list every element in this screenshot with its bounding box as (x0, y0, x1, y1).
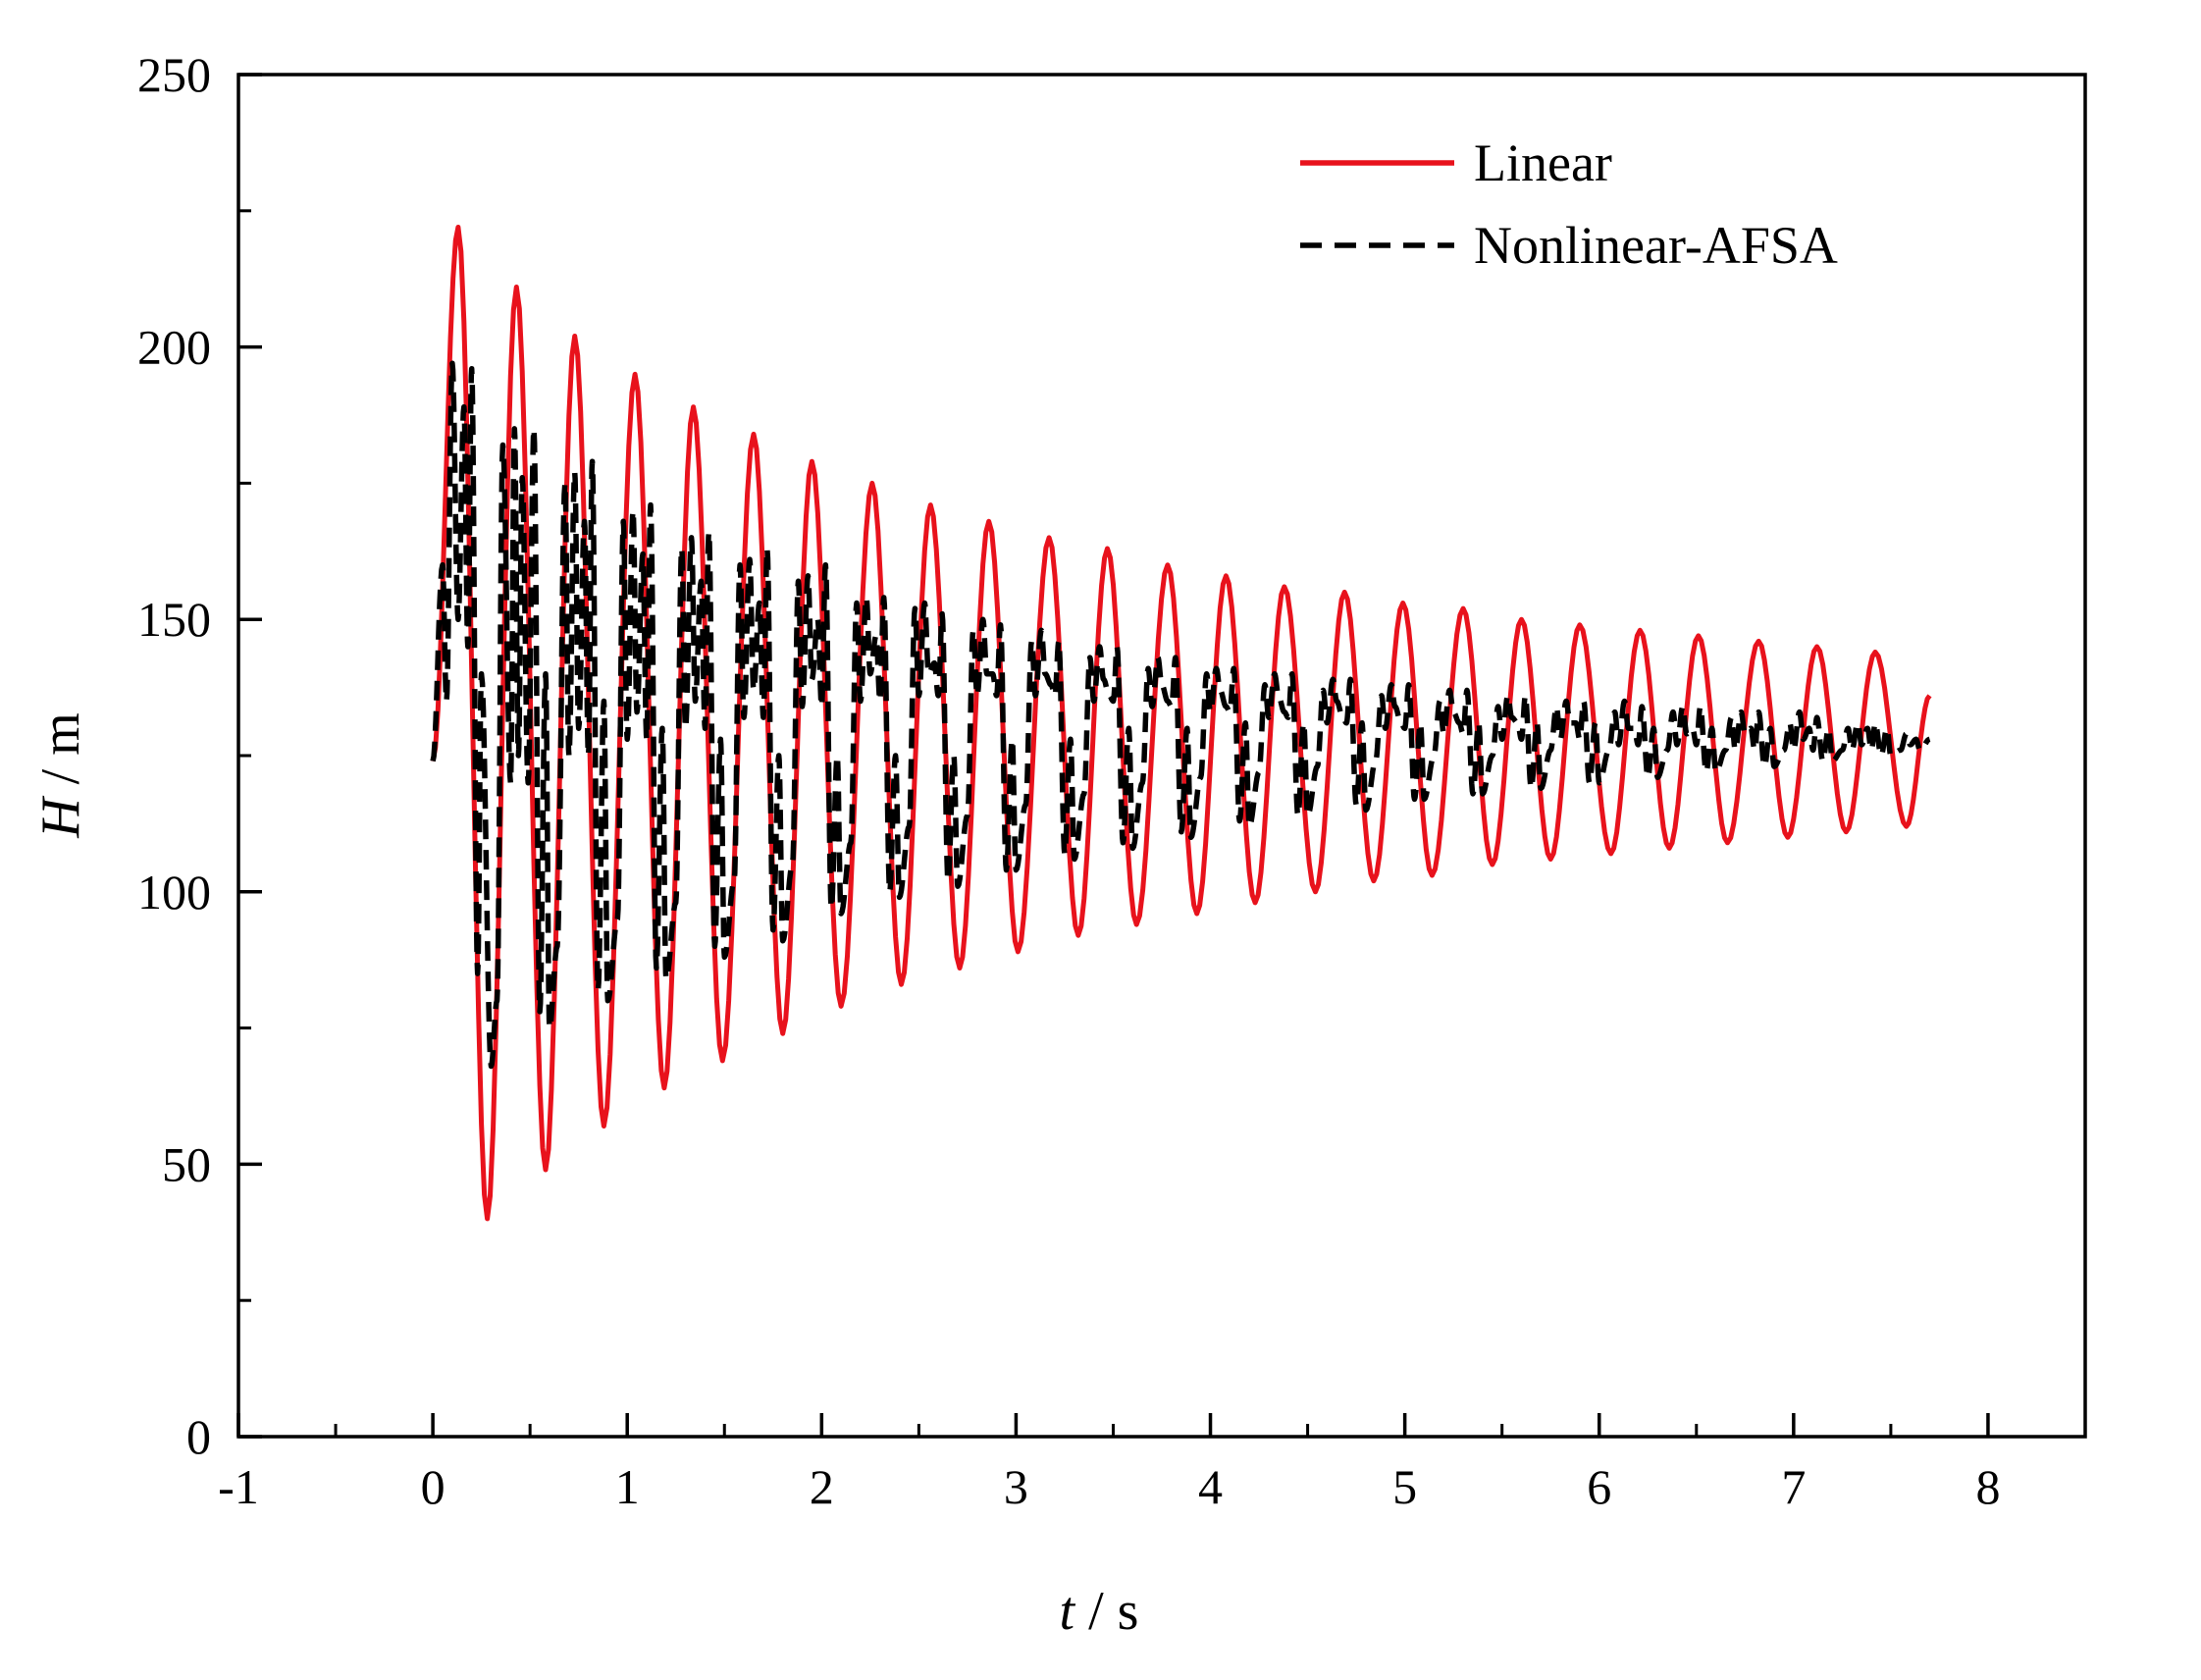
y-axis-variable: H (30, 796, 91, 839)
legend: Linear Nonlinear-AFSA (1300, 133, 1838, 275)
legend-label-nonlinear-afsa: Nonlinear-AFSA (1474, 216, 1838, 275)
y-tick-label: 100 (137, 865, 211, 919)
x-tick-label: 7 (1781, 1459, 1806, 1514)
y-tick-label: 50 (162, 1136, 211, 1191)
x-axis: -1 0 1 2 3 4 5 6 7 8 (218, 1413, 2000, 1514)
y-tick-label: 200 (137, 320, 211, 375)
y-tick-label: 0 (186, 1409, 211, 1464)
x-tick-label: 3 (1004, 1459, 1028, 1514)
y-axis: 0 50 100 150 200 250 (137, 47, 262, 1464)
y-axis-unit: / m (30, 712, 91, 798)
x-tick-label: 5 (1392, 1459, 1417, 1514)
plot-area (236, 73, 2087, 1439)
x-axis-variable: t (1060, 1581, 1076, 1642)
x-tick-label: 0 (421, 1459, 445, 1514)
x-axis-title: t / s (1060, 1581, 1139, 1642)
y-tick-label: 250 (137, 47, 211, 102)
plot-frame (236, 73, 2087, 1439)
x-tick-label: 4 (1198, 1459, 1223, 1514)
y-tick-label: 150 (137, 592, 211, 647)
x-tick-label: 2 (810, 1459, 834, 1514)
legend-label-linear: Linear (1474, 133, 1612, 192)
series-line-linear (430, 225, 1932, 1222)
y-axis-title: H / m (30, 712, 91, 839)
x-tick-label: 6 (1587, 1459, 1611, 1514)
x-tick-label: -1 (218, 1459, 259, 1514)
x-tick-label: 8 (1975, 1459, 2000, 1514)
x-axis-unit: / s (1074, 1581, 1138, 1642)
series-line-nonlinear-afsa (430, 360, 1932, 1070)
series-layer (430, 225, 1932, 1222)
x-tick-label: 1 (615, 1459, 640, 1514)
